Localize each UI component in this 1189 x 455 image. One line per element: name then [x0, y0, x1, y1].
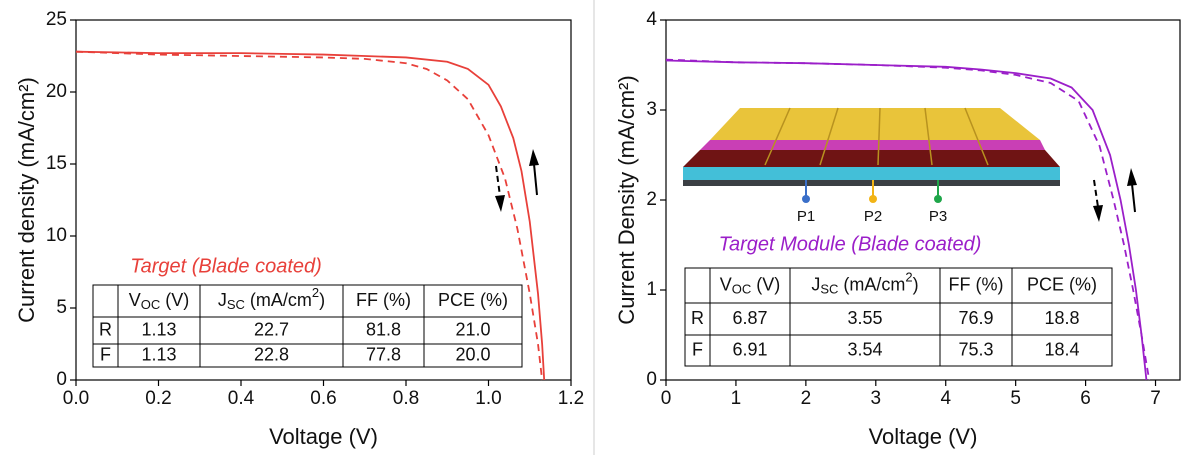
- table-header: VOC (V): [720, 274, 781, 297]
- header-text: OC: [141, 297, 161, 312]
- table-cell: 75.3: [958, 339, 993, 359]
- table-border: [684, 267, 1113, 367]
- x-tick-label: 5: [1010, 388, 1021, 409]
- x-axis-title: Voltage (V): [869, 424, 978, 449]
- header-text: V: [129, 290, 141, 310]
- y-tick-label: 20: [46, 81, 67, 102]
- inset-label: P1: [797, 208, 815, 225]
- x-tick-label: 4: [940, 388, 951, 409]
- header-text: SC: [820, 282, 838, 297]
- x-axis-title: Voltage (V): [269, 424, 378, 449]
- x-tick-label: 0.6: [310, 388, 336, 409]
- table-cell: F: [692, 339, 703, 359]
- x-tick-label: 0.4: [228, 388, 255, 409]
- table-cell: F: [100, 344, 111, 364]
- panel-annotation: Target Module (Blade coated): [719, 233, 982, 255]
- header-text: V: [720, 274, 732, 294]
- table-header: FF (%): [356, 290, 411, 310]
- header-text: PCE (%): [1027, 274, 1097, 294]
- header-text: 2: [312, 285, 319, 300]
- table-cell: 1.13: [141, 344, 176, 364]
- y-tick-label: 0: [646, 369, 657, 390]
- header-text: FF (%): [356, 290, 411, 310]
- x-tick-label: 2: [801, 388, 812, 409]
- header-text: PCE (%): [438, 290, 508, 310]
- header-text: ): [913, 274, 919, 294]
- y-tick-label: 15: [46, 153, 67, 174]
- table-header: PCE (%): [438, 290, 508, 310]
- table-cell: 3.55: [847, 308, 882, 328]
- header-text: ): [319, 290, 325, 310]
- table-cell: 76.9: [958, 308, 993, 328]
- y-tick-label: 25: [46, 9, 67, 30]
- table-cell: 77.8: [366, 344, 401, 364]
- parameter-table: VOC (V) JSC (mA/cm2) FF (%) PCE (%) R 6.87 3.5…: [684, 267, 1113, 367]
- table-header: PCE (%): [1027, 274, 1097, 294]
- y-axis-title: Current Density (mA/cm²): [614, 75, 639, 324]
- x-tick-label: 1.0: [475, 388, 501, 409]
- table-cell: R: [99, 319, 112, 339]
- y-tick-label: 3: [646, 99, 657, 120]
- panel-annotation: Target (Blade coated): [130, 255, 322, 277]
- table-cell: 21.0: [455, 319, 490, 339]
- header-text: 2: [905, 270, 912, 285]
- x-tick-label: 1: [731, 388, 742, 409]
- scan-arrows: [495, 149, 1137, 222]
- table-header: JSC (mA/cm2): [218, 285, 325, 312]
- module-inset: [683, 107, 1060, 203]
- table-cell: 6.87: [732, 308, 767, 328]
- table-border: [92, 284, 523, 368]
- x-tick-label: 0.0: [63, 388, 89, 409]
- x-tick-label: 6: [1080, 388, 1091, 409]
- y-axis-title: Current density (mA/cm²): [14, 77, 39, 323]
- y-tick-label: 0: [56, 369, 67, 390]
- forward-scan-line: [665, 58, 1151, 381]
- table-cell: 1.13: [141, 319, 176, 339]
- table-cell: 22.7: [254, 319, 289, 339]
- x-tick-label: 0: [661, 388, 672, 409]
- x-tick-label: 0.8: [393, 388, 419, 409]
- header-text: FF (%): [949, 274, 1004, 294]
- table-header: VOC (V): [129, 290, 190, 313]
- forward-scan-line: [75, 50, 544, 381]
- table-cell: 3.54: [847, 339, 882, 359]
- header-text: (mA/cm: [838, 274, 905, 294]
- table-cell: 81.8: [366, 319, 401, 339]
- header-text: J: [218, 290, 227, 310]
- header-text: OC: [732, 282, 752, 297]
- table-cell: 20.0: [455, 344, 490, 364]
- y-tick-label: 2: [646, 189, 657, 210]
- x-tick-label: 0.2: [145, 388, 171, 409]
- x-tick-label: 3: [871, 388, 882, 409]
- inset-label: P3: [929, 208, 947, 225]
- header-text: (V): [160, 290, 189, 310]
- table-cell: 18.8: [1044, 308, 1079, 328]
- header-text: J: [811, 274, 820, 294]
- header-text: (mA/cm: [245, 290, 312, 310]
- table-cell: 18.4: [1044, 339, 1079, 359]
- table-header: FF (%): [949, 274, 1004, 294]
- y-tick-label: 10: [46, 225, 67, 246]
- reverse-scan-line: [75, 50, 546, 381]
- table-cell: R: [691, 308, 704, 328]
- table-cell: 6.91: [732, 339, 767, 359]
- table-cell: 22.8: [254, 344, 289, 364]
- y-tick-label: 4: [646, 9, 657, 30]
- header-text: SC: [227, 297, 245, 312]
- y-tick-label: 5: [56, 297, 67, 318]
- table-header: JSC (mA/cm2): [811, 270, 918, 297]
- parameter-table: VOC (V) JSC (mA/cm2) FF (%) PCE (%) R 1.13 22.…: [92, 284, 523, 368]
- x-tick-label: 1.2: [558, 388, 584, 409]
- y-tick-label: 1: [646, 279, 657, 300]
- header-text: (V): [751, 274, 780, 294]
- x-tick-label: 7: [1150, 388, 1161, 409]
- inset-label: P2: [864, 208, 882, 225]
